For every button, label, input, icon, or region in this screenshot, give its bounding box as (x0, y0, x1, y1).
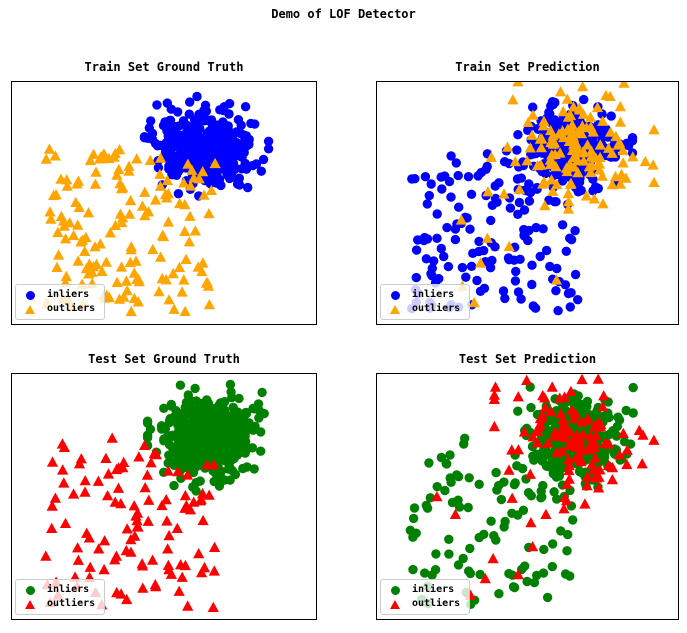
legend-marker-cell (22, 585, 38, 596)
legend-label: outliers (412, 598, 461, 609)
legend-label: inliers (412, 289, 455, 300)
legend-label: inliers (412, 584, 455, 595)
scatter-points (40, 379, 269, 612)
scatter-points (407, 82, 660, 316)
inlier-circle-icon (25, 290, 35, 300)
plot-area: inliers outliers (376, 81, 679, 325)
figure-title: Demo of LOF Detector (271, 7, 416, 21)
legend-item-outliers: outliers (22, 303, 95, 315)
legend-marker-cell (22, 290, 38, 301)
subplot-title: Test Set Ground Truth (88, 352, 240, 366)
subplot-title: Train Set Prediction (455, 60, 600, 74)
legend: inliers outliers (15, 284, 106, 320)
plot-area: inliers outliers (11, 81, 317, 325)
subplot-train-ground-truth: Train Set Ground Truth inliers outliers (11, 55, 317, 325)
legend-label: outliers (412, 303, 461, 314)
subplot-train-prediction: Train Set Prediction inliers outliers (376, 55, 679, 325)
legend-marker-cell (387, 304, 403, 315)
legend-item-outliers: outliers (387, 303, 460, 315)
inlier-circle-icon (390, 585, 400, 595)
legend-marker-cell (22, 599, 38, 610)
subplot-test-prediction: Test Set Prediction inliers outliers (376, 347, 679, 620)
subplot-test-ground-truth: Test Set Ground Truth inliers outliers (11, 347, 317, 620)
outlier-triangle-icon (25, 599, 35, 609)
legend-item-outliers: outliers (387, 598, 460, 610)
subplot-title: Test Set Prediction (458, 352, 597, 366)
legend: inliers outliers (380, 579, 471, 615)
inlier-circle-icon (390, 290, 400, 300)
outlier-triangle-icon (390, 304, 400, 314)
scatter-points (405, 374, 660, 609)
legend: inliers outliers (15, 579, 106, 615)
legend-item-inliers: inliers (387, 289, 460, 301)
legend-marker-cell (387, 585, 403, 596)
legend-marker-cell (22, 304, 38, 315)
legend-item-inliers: inliers (22, 584, 95, 596)
legend-label: inliers (47, 584, 90, 595)
scatter-points (40, 91, 274, 317)
legend-label: inliers (47, 289, 90, 300)
legend-marker-cell (387, 290, 403, 301)
legend-item-outliers: outliers (22, 598, 95, 610)
legend-item-inliers: inliers (387, 584, 460, 596)
legend-label: outliers (47, 598, 96, 609)
plot-area: inliers outliers (376, 373, 679, 620)
outlier-triangle-icon (390, 599, 400, 609)
legend: inliers outliers (380, 284, 471, 320)
outlier-triangle-icon (25, 304, 35, 314)
subplot-title: Train Set Ground Truth (84, 60, 244, 74)
legend-label: outliers (47, 303, 96, 314)
inlier-circle-icon (25, 585, 35, 595)
legend-marker-cell (387, 599, 403, 610)
legend-item-inliers: inliers (22, 289, 95, 301)
plot-area: inliers outliers (11, 373, 317, 620)
